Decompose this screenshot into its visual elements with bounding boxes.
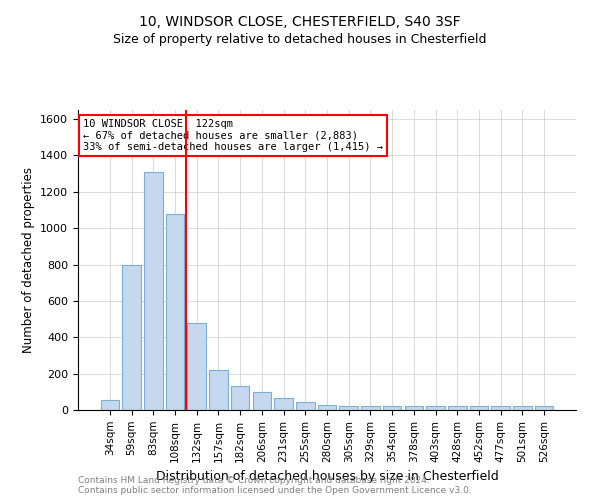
Bar bbox=[361, 406, 380, 410]
Bar bbox=[448, 406, 467, 410]
Bar bbox=[470, 406, 488, 410]
Bar bbox=[187, 322, 206, 410]
Text: 10, WINDSOR CLOSE, CHESTERFIELD, S40 3SF: 10, WINDSOR CLOSE, CHESTERFIELD, S40 3SF bbox=[139, 15, 461, 29]
Y-axis label: Number of detached properties: Number of detached properties bbox=[22, 167, 35, 353]
Bar bbox=[209, 370, 227, 410]
Bar bbox=[427, 406, 445, 410]
Bar bbox=[296, 402, 314, 410]
Bar bbox=[383, 406, 401, 410]
Bar bbox=[144, 172, 163, 410]
Bar bbox=[491, 406, 510, 410]
Bar bbox=[535, 406, 553, 410]
Bar bbox=[122, 264, 141, 410]
Bar bbox=[340, 406, 358, 410]
Bar bbox=[513, 406, 532, 410]
Text: Size of property relative to detached houses in Chesterfield: Size of property relative to detached ho… bbox=[113, 32, 487, 46]
Bar bbox=[166, 214, 184, 410]
Bar bbox=[253, 392, 271, 410]
X-axis label: Distribution of detached houses by size in Chesterfield: Distribution of detached houses by size … bbox=[155, 470, 499, 483]
Text: 10 WINDSOR CLOSE: 122sqm
← 67% of detached houses are smaller (2,883)
33% of sem: 10 WINDSOR CLOSE: 122sqm ← 67% of detach… bbox=[83, 119, 383, 152]
Bar bbox=[231, 386, 250, 410]
Bar bbox=[404, 406, 423, 410]
Bar bbox=[274, 398, 293, 410]
Text: Contains HM Land Registry data © Crown copyright and database right 2024.
Contai: Contains HM Land Registry data © Crown c… bbox=[78, 476, 472, 495]
Bar bbox=[101, 400, 119, 410]
Bar bbox=[318, 404, 336, 410]
